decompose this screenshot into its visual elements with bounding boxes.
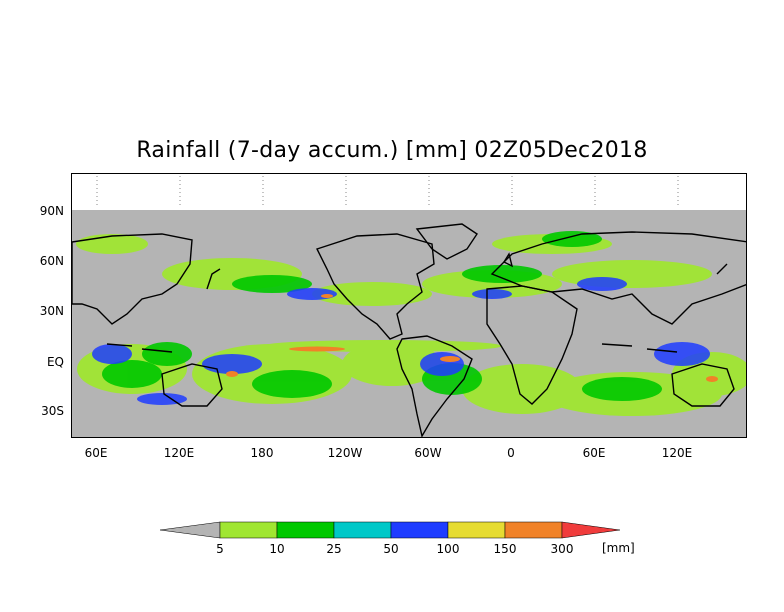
lon-label-120e-east: 120E [661, 446, 693, 460]
colorbar-bin-5 [447, 521, 506, 539]
colorbar-label-50: 50 [383, 542, 399, 556]
colorbar-label-10: 10 [269, 542, 285, 556]
map-title: Rainfall (7-day accum.) [mm] 02Z05Dec201… [136, 138, 648, 163]
lat-label-60n: 60N [39, 254, 64, 268]
colorbar-unit: [mm] [602, 541, 635, 555]
lon-label-0: 0 [507, 446, 515, 460]
colorbar-bin-1 [219, 521, 278, 539]
rainfall-map-svg [72, 174, 746, 437]
rain-moderate [102, 231, 662, 401]
lat-label-eq: EQ [46, 355, 64, 369]
lon-label-180: 180 [250, 446, 274, 460]
lon-label-120e: 120E [163, 446, 195, 460]
lon-label-60w: 60W [414, 446, 442, 460]
colorbar-label-300: 300 [550, 542, 574, 556]
rainfall-map [71, 173, 747, 438]
lat-label-30n: 30N [39, 304, 64, 318]
rain-very-heavy [226, 294, 718, 382]
lon-label-60e: 60E [84, 446, 108, 460]
colorbar-bin-4 [390, 521, 449, 539]
colorbar-bin-2 [276, 521, 335, 539]
colorbar-label-150: 150 [493, 542, 517, 556]
colorbar-bin-6 [504, 521, 563, 539]
lat-label-90n: 90N [39, 204, 64, 218]
colorbar [160, 521, 621, 539]
colorbar-label-100: 100 [436, 542, 460, 556]
lat-label-30s: 30S [41, 404, 64, 418]
colorbar-low-arrow [160, 521, 221, 539]
colorbar-label-5: 5 [216, 542, 224, 556]
lon-label-120w: 120W [327, 446, 363, 460]
no-data-band [72, 174, 746, 210]
colorbar-bin-3 [333, 521, 392, 539]
meridian-guides [96, 176, 679, 208]
colorbar-high-arrow [561, 521, 621, 539]
colorbar-label-25: 25 [326, 542, 342, 556]
lon-label-60e-east: 60E [582, 446, 606, 460]
coastlines [72, 223, 746, 437]
